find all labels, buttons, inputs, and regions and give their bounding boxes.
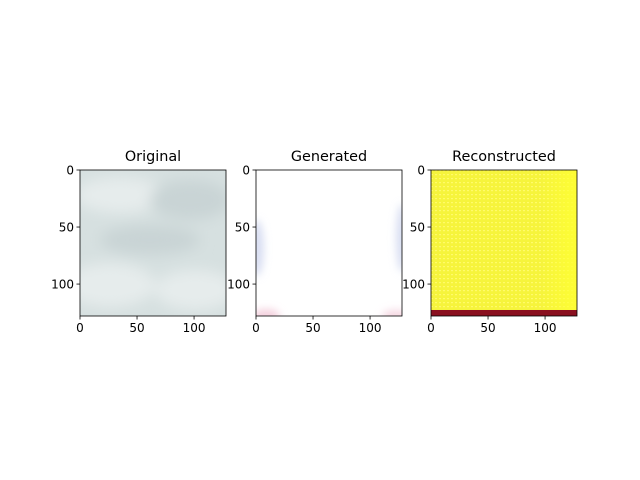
y-tick-label: 100 bbox=[402, 277, 425, 291]
tint-bottom-left bbox=[256, 309, 280, 316]
axes-frame bbox=[430, 169, 578, 317]
x-tick-label: 50 bbox=[305, 321, 320, 335]
x-tick-label: 100 bbox=[183, 321, 206, 335]
bottom-band bbox=[431, 310, 577, 316]
tint-bottom-right bbox=[382, 310, 402, 316]
subplot-title: Generated bbox=[291, 149, 367, 165]
image-base bbox=[256, 170, 402, 316]
image-reconstructed bbox=[431, 170, 577, 316]
x-tick-label: 50 bbox=[129, 321, 144, 335]
subplot-title: Original bbox=[125, 149, 181, 165]
axes-reconstructed: Reconstructed 0 50 100 0 50 100 bbox=[402, 149, 578, 335]
y-tick-label: 50 bbox=[59, 220, 74, 234]
subplot-reconstructed bbox=[431, 170, 577, 316]
y-tick-label: 50 bbox=[410, 220, 425, 234]
x-tick-label: 0 bbox=[427, 321, 435, 335]
y-tick-label: 100 bbox=[51, 277, 74, 291]
image-original bbox=[80, 170, 226, 316]
edge-tints bbox=[256, 204, 402, 316]
x-tick-label: 0 bbox=[76, 321, 84, 335]
cloud-patch bbox=[150, 180, 226, 220]
x-tick-label: 100 bbox=[359, 321, 382, 335]
y-tick-label: 50 bbox=[235, 220, 250, 234]
cloud-patch bbox=[80, 263, 155, 307]
y-tick-label: 0 bbox=[66, 163, 74, 177]
subplot-generated bbox=[256, 170, 402, 316]
cloud-patch bbox=[100, 225, 200, 255]
y-tick-label: 0 bbox=[242, 163, 250, 177]
axes-frame bbox=[255, 169, 403, 317]
axes-generated: Generated 0 50 100 0 50 100 bbox=[227, 149, 403, 335]
subplot-title: Reconstructed bbox=[452, 149, 556, 165]
cloud-texture bbox=[80, 177, 226, 310]
y-tick-label: 100 bbox=[227, 277, 250, 291]
y-tick-label: 0 bbox=[417, 163, 425, 177]
image-generated bbox=[256, 170, 402, 316]
x-tick-label: 100 bbox=[534, 321, 557, 335]
axes-original: Original 0 50 100 0 50 100 bbox=[51, 149, 227, 335]
x-tick-label: 50 bbox=[480, 321, 495, 335]
tint-right bbox=[396, 204, 402, 272]
axes-frame bbox=[79, 169, 227, 317]
tint-left bbox=[256, 220, 264, 276]
subplot-original bbox=[80, 170, 226, 316]
bright-right-edge bbox=[541, 170, 577, 316]
x-tick-label: 0 bbox=[252, 321, 260, 335]
cloud-patch bbox=[80, 177, 165, 213]
axes-layer: Original 0 50 100 0 50 100 Generated 0 50 100 0 50 10… bbox=[51, 149, 578, 335]
cloud-patch bbox=[155, 270, 226, 310]
